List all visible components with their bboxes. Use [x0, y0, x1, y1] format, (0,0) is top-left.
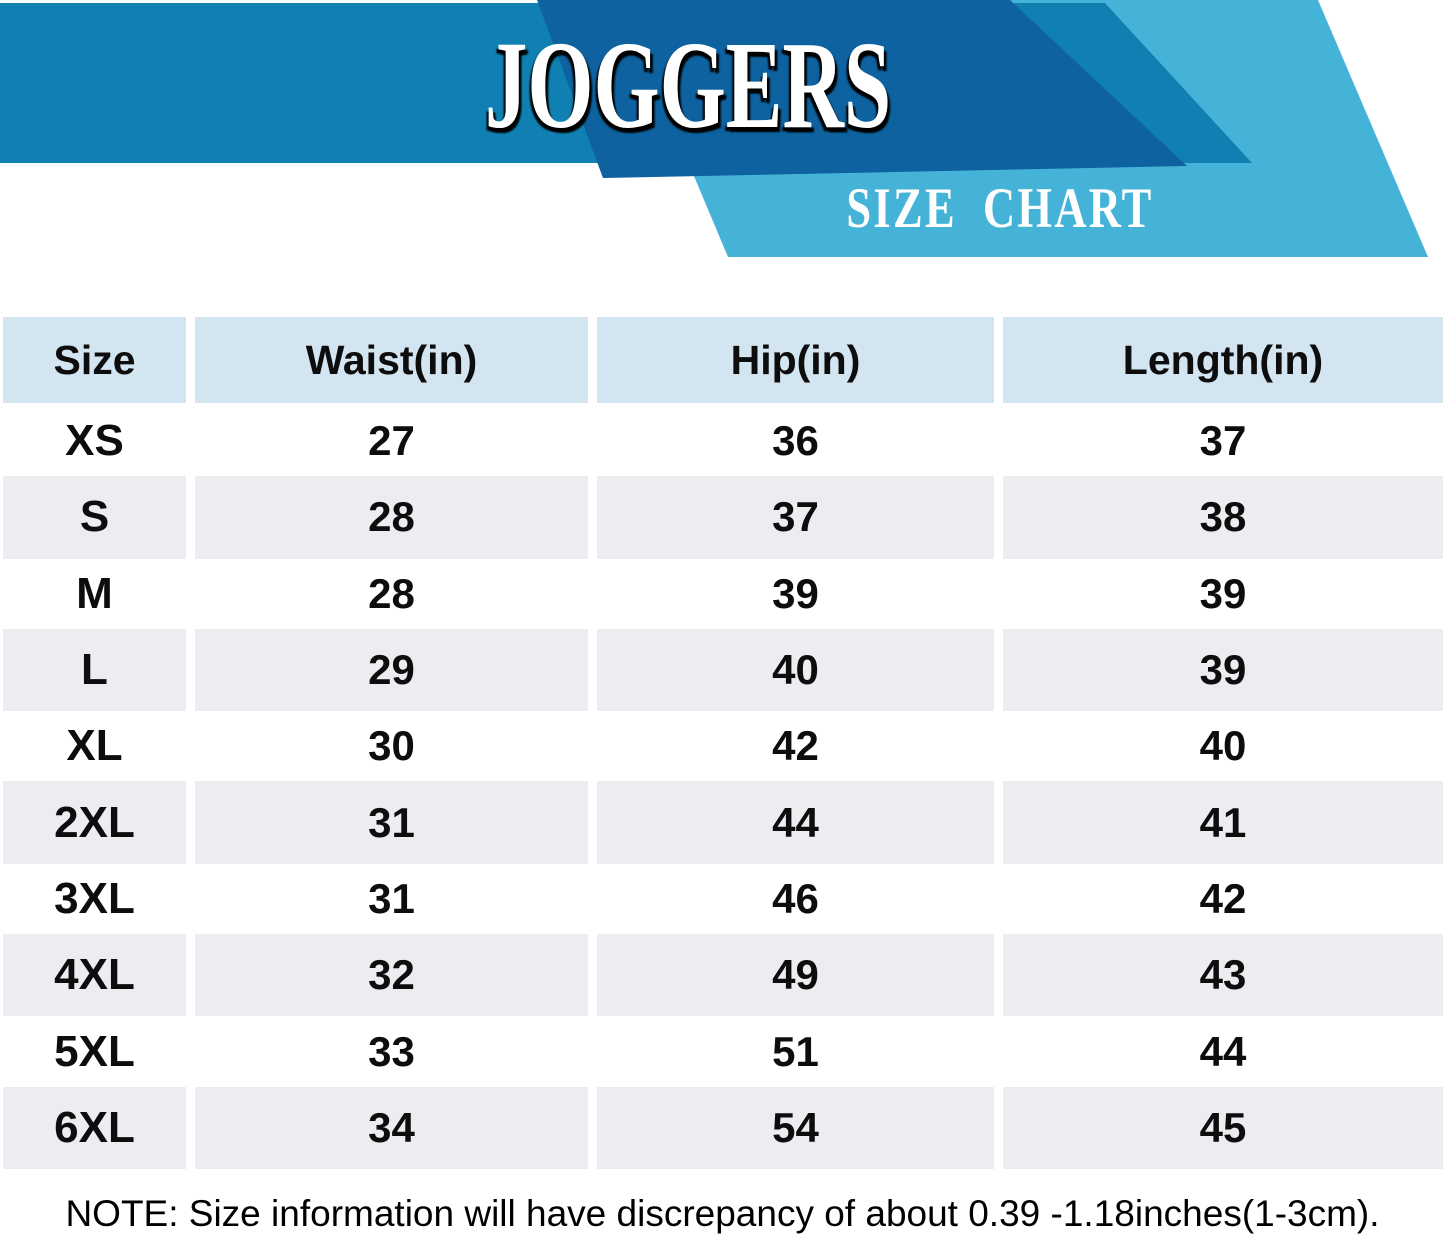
hip-cell: 39: [772, 569, 819, 617]
waist-cell: 27: [368, 417, 415, 465]
size-cell: 2XL: [3, 784, 186, 861]
length-cell: 44: [1199, 1027, 1247, 1075]
size-cell: XL: [66, 721, 123, 771]
waist-cell: 28: [368, 569, 415, 617]
waist-cell: 30: [368, 722, 415, 770]
length-cell: 45: [1003, 1089, 1443, 1166]
waist-cell: 28: [195, 479, 588, 556]
waist-cell: 34: [195, 1089, 588, 1166]
size-cell: S: [3, 479, 186, 556]
page-subtitle: SIZE CHART: [846, 177, 1154, 240]
waist-cell: 31: [195, 784, 588, 861]
length-cell: 39: [1003, 631, 1443, 709]
size-cell: 5XL: [54, 1026, 135, 1076]
length-cell: 41: [1003, 784, 1443, 861]
size-table: Size Waist(in) Hip(in) Length(in) XS 27 …: [3, 317, 1443, 1166]
column-header-hip: Hip(in): [597, 317, 994, 403]
column-header-waist: Waist(in): [195, 317, 588, 403]
size-cell: M: [76, 568, 113, 618]
length-cell: 38: [1003, 479, 1443, 556]
hip-cell: 46: [772, 874, 819, 922]
hip-cell: 37: [597, 479, 994, 556]
banner-dark-shape: [537, 0, 1187, 178]
length-cell: 40: [1199, 722, 1247, 770]
hip-cell: 49: [597, 937, 994, 1014]
column-header-size: Size: [3, 317, 186, 403]
size-cell: L: [3, 631, 186, 709]
hip-cell: 40: [597, 631, 994, 709]
size-cell: 3XL: [54, 873, 135, 923]
hip-cell: 44: [597, 784, 994, 861]
size-cell: 4XL: [3, 937, 186, 1014]
size-cell: 6XL: [3, 1089, 186, 1166]
banner: [0, 0, 1428, 257]
size-cell: XS: [65, 416, 124, 466]
waist-cell: 33: [368, 1027, 415, 1075]
length-cell: 37: [1199, 417, 1247, 465]
hip-cell: 51: [772, 1027, 819, 1075]
waist-cell: 31: [368, 874, 415, 922]
note-text: NOTE: Size information will have discrep…: [65, 1192, 1380, 1234]
waist-cell: 29: [195, 631, 588, 709]
hip-cell: 54: [597, 1089, 994, 1166]
hip-cell: 42: [772, 722, 819, 770]
column-header-length: Length(in): [1003, 317, 1443, 403]
length-cell: 43: [1003, 937, 1443, 1014]
waist-cell: 32: [195, 937, 588, 1014]
hip-cell: 36: [772, 417, 819, 465]
page-title: JOGGERS: [484, 17, 892, 155]
length-cell: 39: [1199, 569, 1247, 617]
length-cell: 42: [1199, 874, 1247, 922]
